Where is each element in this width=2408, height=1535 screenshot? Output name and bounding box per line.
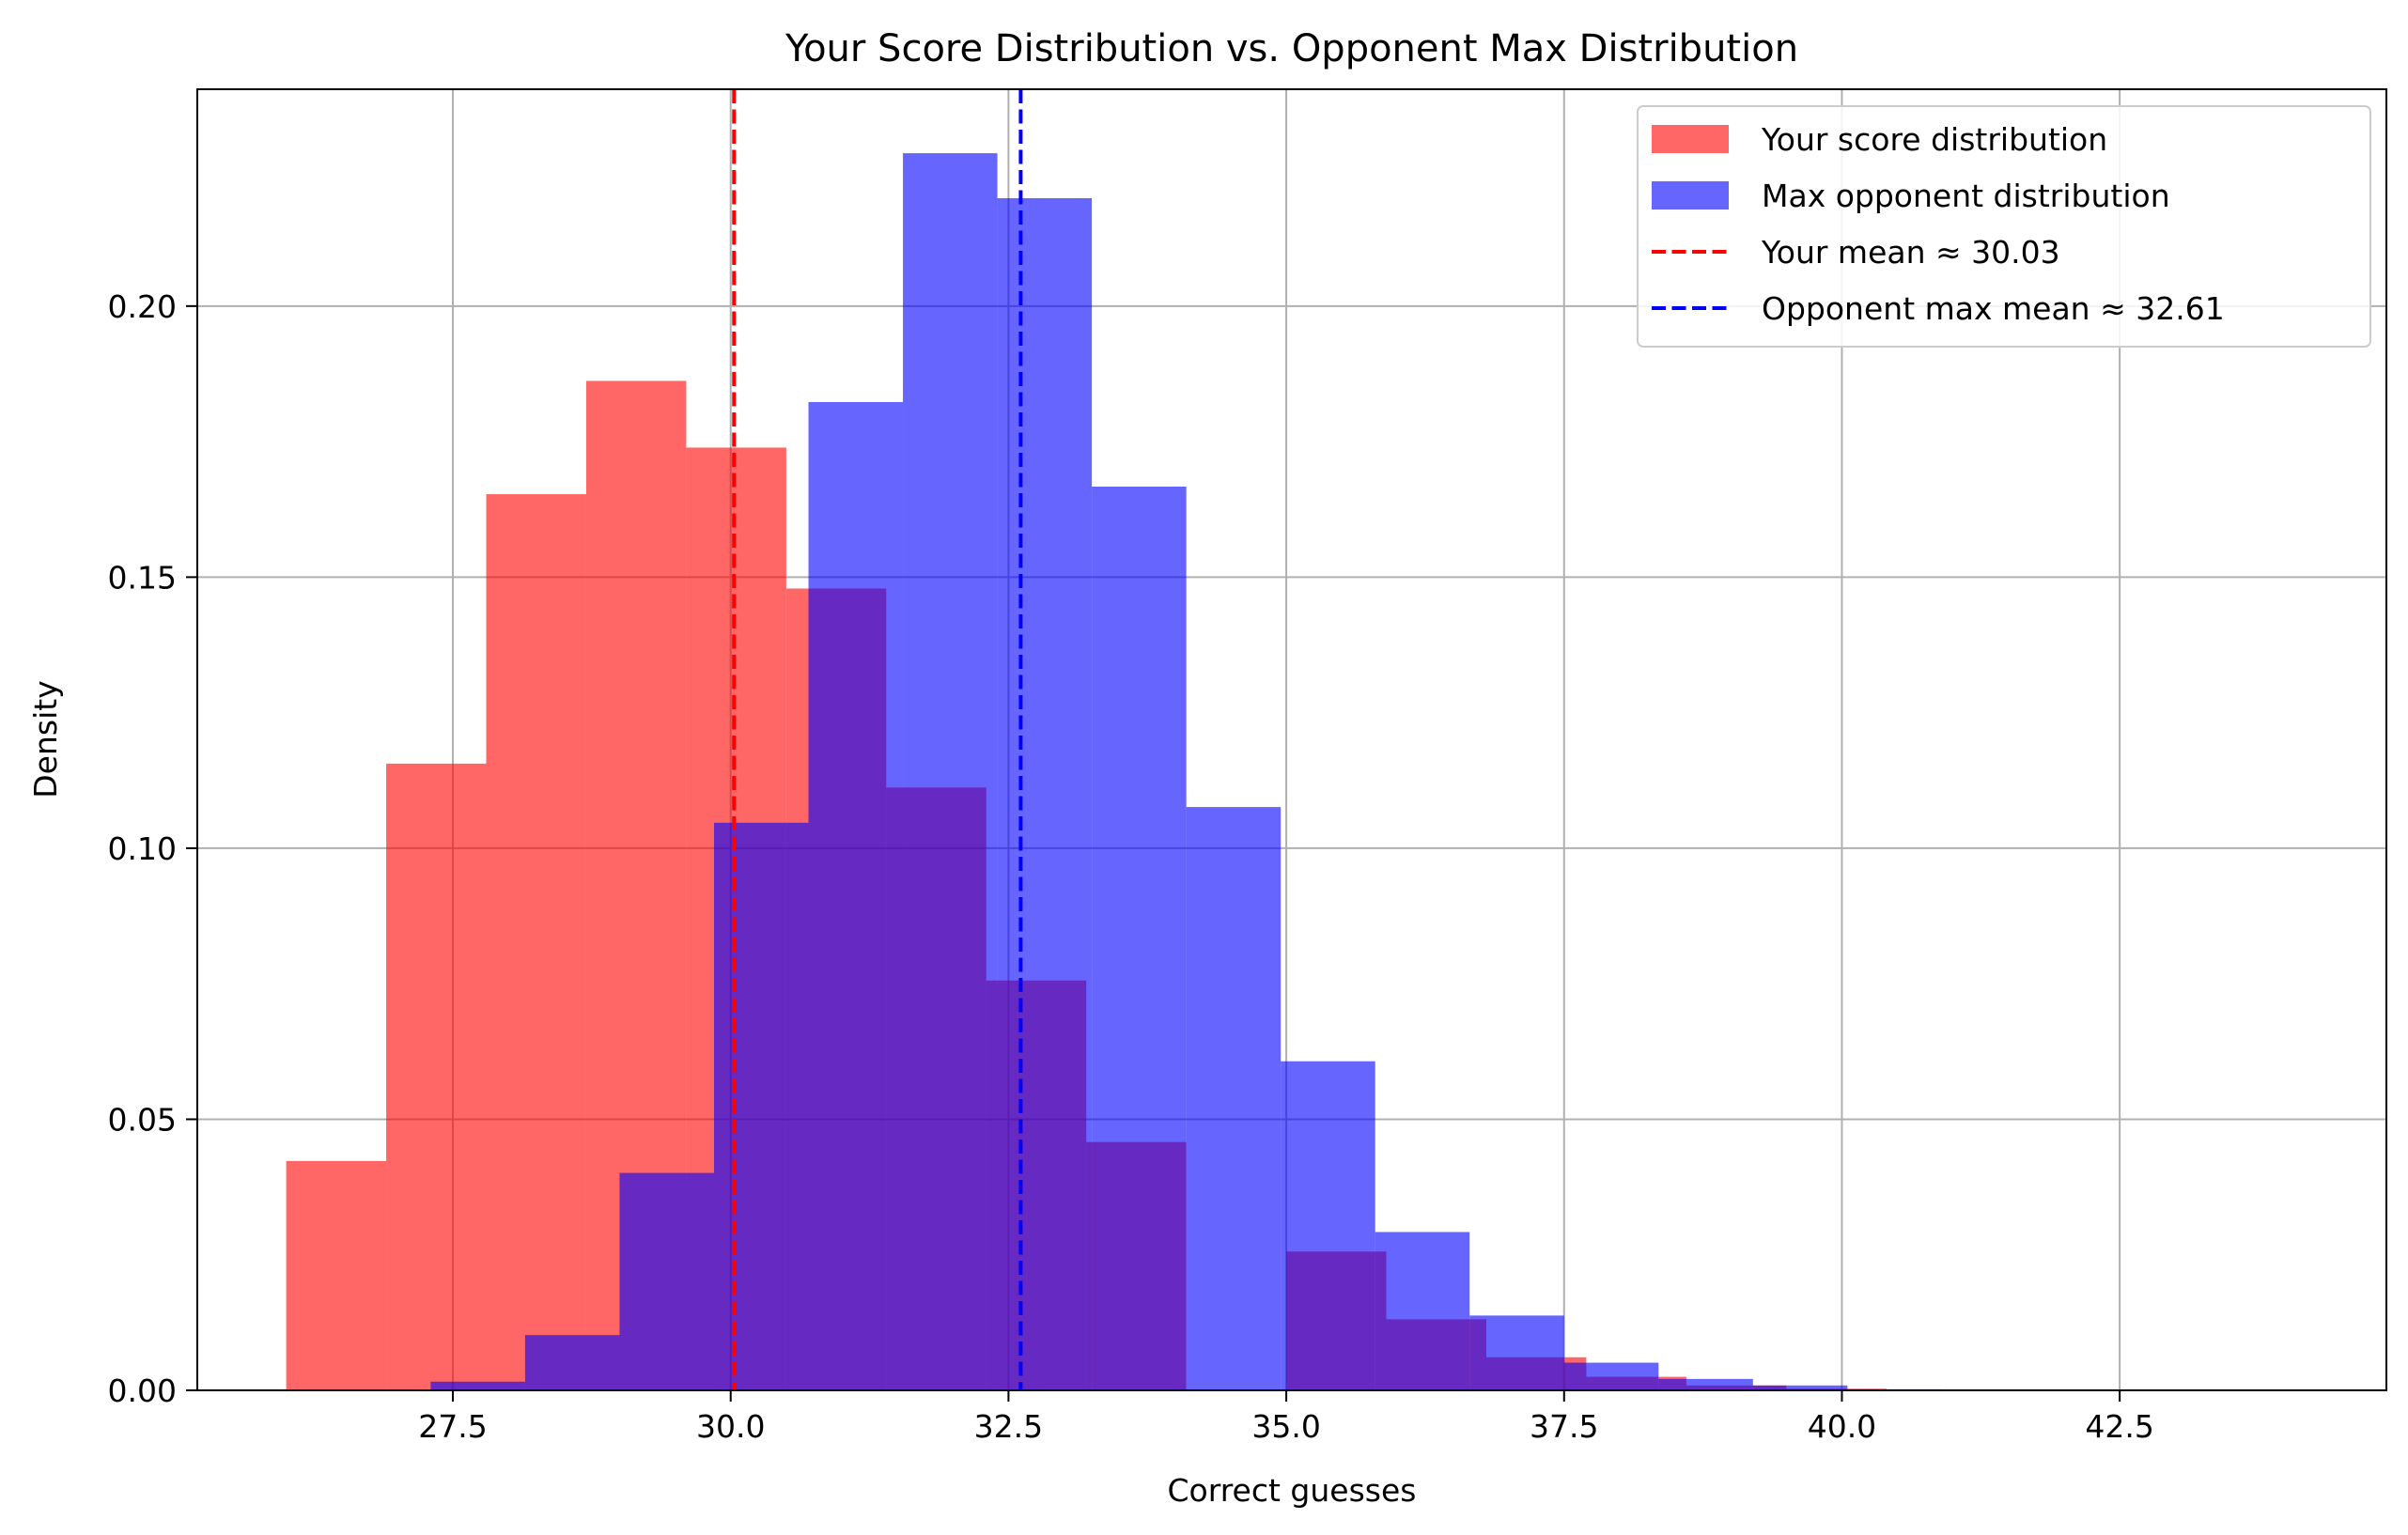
legend-label: Your mean ≈ 30.03 [1761, 234, 2060, 271]
histogram-bar [1752, 1385, 1848, 1390]
y-tick-label: 0.20 [108, 288, 177, 325]
histogram-bar [713, 822, 809, 1390]
x-tick-label: 42.5 [2085, 1408, 2153, 1445]
legend-box [1637, 105, 2371, 348]
x-axis-ticks: 27.5 30.0 32.5 35.0 37.5 40.0 42.5 [418, 1390, 2154, 1445]
histogram-bar [1092, 487, 1187, 1390]
x-tick-label: 35.0 [1251, 1408, 1320, 1445]
histogram-bar [619, 1172, 714, 1390]
y-axis-ticks: 0.00 0.05 0.10 0.15 0.20 [108, 288, 197, 1409]
legend-label: Opponent max mean ≈ 32.61 [1762, 290, 2225, 327]
legend-label: Max opponent distribution [1762, 178, 2170, 214]
histogram-bar [903, 153, 998, 1391]
series-max-opponent [430, 153, 1942, 1391]
x-axis-label: Correct guesses [1168, 1472, 1417, 1509]
histogram-bar [430, 1381, 525, 1390]
histogram-bar [1375, 1232, 1470, 1390]
histogram-bar [808, 401, 904, 1391]
y-tick-label: 0.10 [108, 830, 177, 867]
histogram-bar [524, 1335, 620, 1390]
x-tick-label: 27.5 [418, 1408, 487, 1445]
histogram-bar [1281, 1061, 1375, 1390]
x-tick-label: 30.0 [696, 1408, 765, 1445]
histogram-bar [286, 1160, 387, 1390]
legend-swatch [1652, 181, 1729, 209]
histogram-bar [1469, 1315, 1564, 1390]
histogram-bar [1563, 1362, 1659, 1390]
x-tick-label: 32.5 [974, 1408, 1043, 1445]
mean-lines [732, 89, 1023, 1390]
histogram-bar [997, 197, 1093, 1390]
legend-swatch [1652, 125, 1729, 153]
histogram-bar [1186, 807, 1282, 1390]
y-tick-label: 0.00 [108, 1372, 177, 1409]
histogram-bar [386, 763, 487, 1390]
y-tick-label: 0.05 [108, 1101, 177, 1138]
x-tick-label: 37.5 [1530, 1408, 1598, 1445]
chart-title: Your Score Distribution vs. Opponent Max… [785, 27, 1798, 70]
y-axis-label: Density [27, 680, 64, 798]
histogram-bar [486, 494, 586, 1390]
histogram-bars [286, 153, 1942, 1391]
histogram-bar [1658, 1378, 1753, 1390]
plot-frame [196, 88, 2387, 1391]
y-tick-label: 0.15 [108, 559, 177, 596]
legend-label: Your score distribution [1761, 121, 2107, 158]
x-tick-label: 40.0 [1808, 1408, 1876, 1445]
legend: Your score distribution Max opponent dist… [1637, 105, 2371, 348]
legend-items: Your score distribution Max opponent dist… [1652, 121, 2225, 327]
